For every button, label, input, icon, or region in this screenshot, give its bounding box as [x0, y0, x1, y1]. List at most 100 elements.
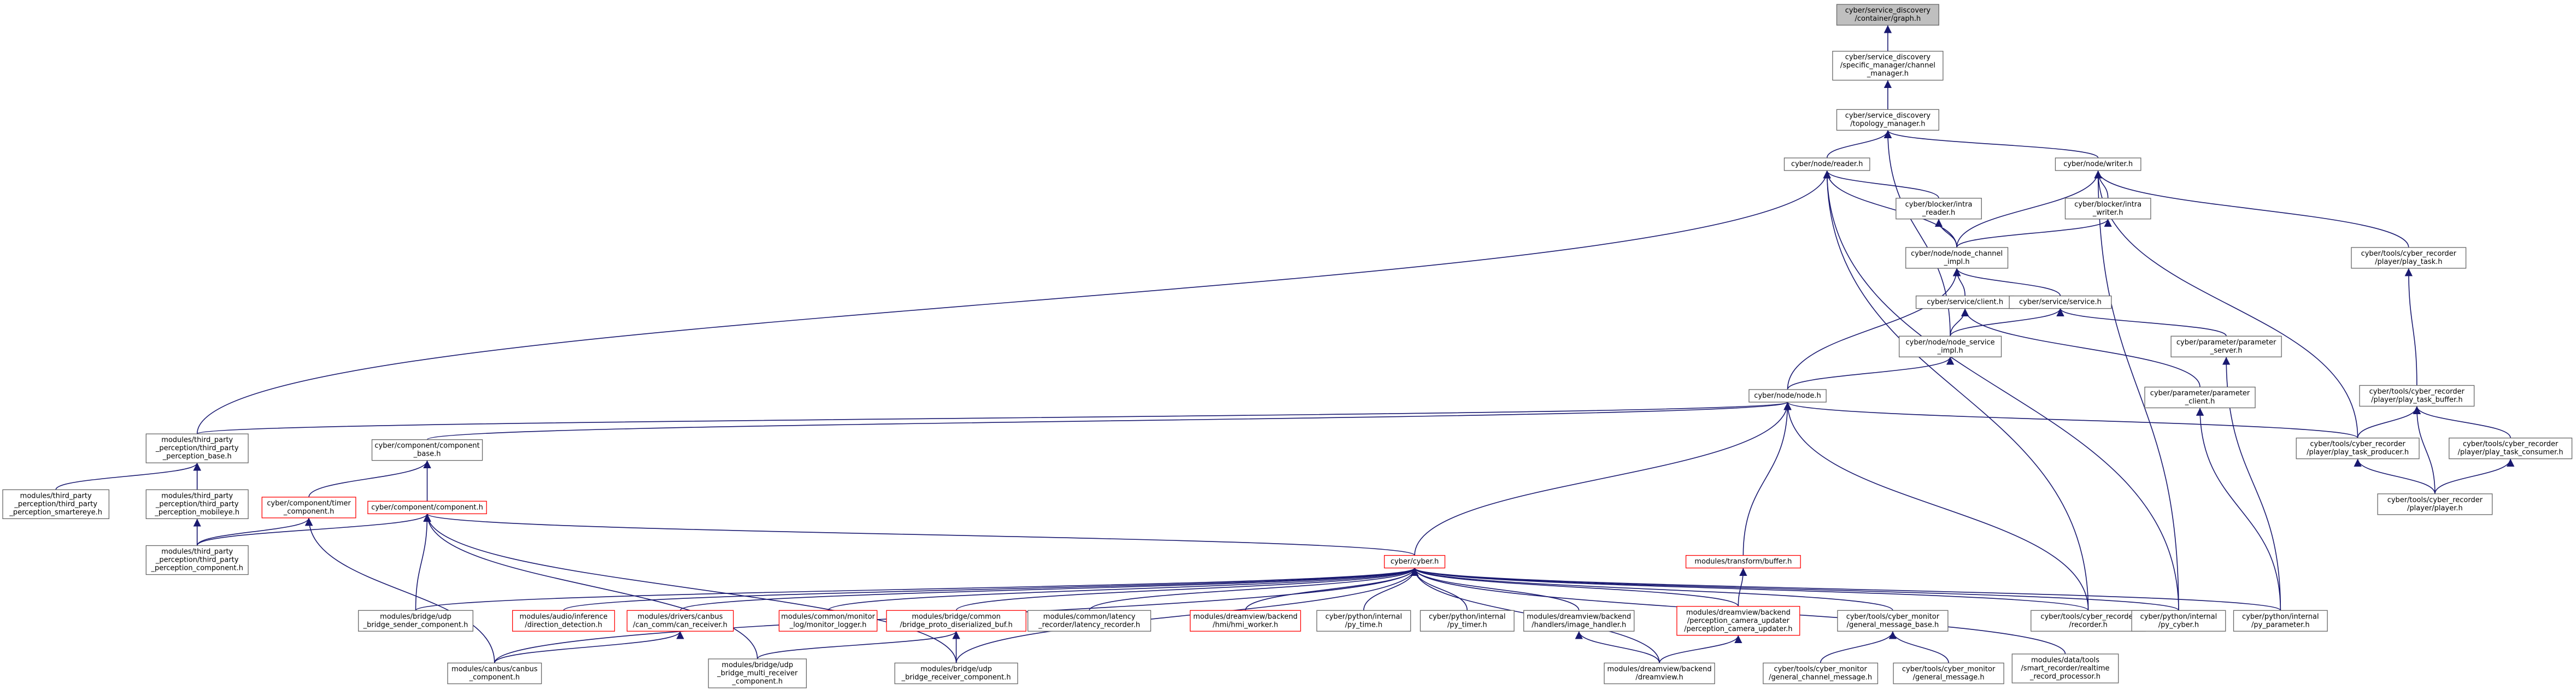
nodes: cyber/service_discovery/container/graph.… [2, 4, 2573, 688]
edge [1575, 631, 1660, 663]
node-label: modules/data/tools [2031, 656, 2099, 664]
node-label: modules/dreamview/backend [1686, 609, 1791, 617]
node-box [708, 658, 807, 688]
edge [2413, 406, 2511, 438]
node-label: /py_parameter.h [2251, 621, 2310, 629]
node: cyber/tools/cyber_recorder/player/play_t… [2359, 385, 2475, 407]
node: modules/bridge/udp_bridge_sender_compone… [358, 610, 473, 632]
edge [1934, 219, 1957, 248]
node-box [2031, 610, 2146, 632]
edge [424, 513, 1415, 556]
node-label: _client.h [2185, 397, 2215, 405]
node-box [894, 662, 1018, 685]
node: modules/common/monitor_log/monitor_logge… [778, 610, 878, 632]
node-label: /player/play_task_producer.h [2307, 449, 2409, 457]
node-label: _base.h [413, 450, 441, 458]
node: cyber/parameter/parameter_server.h [2170, 335, 2282, 357]
node-label: _server.h [2210, 346, 2243, 355]
node-box [1685, 555, 1801, 569]
edge [1823, 170, 1939, 199]
edge [196, 170, 1831, 434]
node-label: modules/bridge/common [912, 612, 1001, 621]
edge [1820, 631, 1897, 663]
edge [1411, 567, 2089, 611]
node-label: /topology_manager.h [1850, 120, 1925, 128]
node: cyber/service_discovery/container/graph.… [1836, 4, 1939, 26]
edge [415, 514, 431, 611]
node-box [371, 439, 483, 461]
node-box [145, 545, 249, 575]
node-label: modules/bridge/udp [920, 665, 992, 673]
edge [423, 514, 957, 663]
edge [1950, 308, 2064, 337]
node: cyber/tools/cyber_recorder/recorder.h [2031, 610, 2146, 632]
node-box [2377, 493, 2493, 515]
node-label: cyber/component/component.h [371, 503, 483, 511]
edge [196, 402, 1791, 434]
node: modules/dreamview/backend/handlers/image… [1523, 610, 1635, 632]
edge [1953, 268, 2061, 296]
node-label: /can_comm/can_receiver.h [633, 621, 727, 629]
edge [1089, 568, 1419, 611]
node-label: _bridge_multi_receiver [717, 669, 798, 678]
node-label: cyber/service/client.h [1927, 298, 2003, 307]
node: cyber/component/component_base.h [371, 439, 483, 461]
edge [2434, 458, 2515, 494]
node-box [2233, 610, 2328, 632]
node-label: _bridge_sender_component.h [363, 621, 468, 629]
node-box [1316, 610, 1411, 632]
node-box [2009, 295, 2112, 309]
node-box [447, 662, 542, 685]
edge [828, 567, 1418, 611]
node: cyber/cyber.h [1384, 555, 1446, 569]
node-label: cyber/service_discovery [1845, 111, 1931, 120]
node-label: _impl.h [1944, 258, 1970, 266]
node: cyber/service_discovery/topology_manager… [1836, 109, 1939, 131]
node-box [2170, 335, 2282, 357]
node-label: _writer.h [2092, 209, 2123, 217]
node: cyber/blocker/intra_reader.h [1896, 198, 1982, 220]
edge [1411, 567, 2281, 611]
edge [423, 514, 758, 659]
node: modules/bridge/udp_bridge_multi_receiver… [708, 658, 807, 688]
node: cyber/node/node.h [1748, 389, 1827, 403]
node: cyber/python/internal/py_cyber.h [2131, 610, 2226, 632]
node: modules/third_party_perception/third_par… [145, 433, 249, 463]
node-label: _perception/third_party [14, 500, 97, 508]
edge [1738, 568, 1747, 606]
node: modules/dreamview/backend/perception_cam… [1676, 606, 1800, 636]
edge [1783, 402, 2358, 439]
node: cyber/service_discovery/specific_manager… [1832, 51, 1944, 81]
edge [415, 567, 1418, 611]
edge [1659, 635, 1742, 663]
node-box [1893, 662, 2004, 685]
edge [1826, 130, 1892, 158]
edge [1823, 170, 2179, 611]
node-label: /py_timer.h [1447, 621, 1487, 629]
node-label: _perception_component.h [150, 564, 243, 573]
node-label: cyber/python/internal [2242, 612, 2319, 621]
node-label: /py_cyber.h [2158, 621, 2199, 629]
edge [55, 462, 201, 490]
node-box [1384, 555, 1446, 569]
node-label: /smart_recorder/realtime [2021, 664, 2110, 673]
node-label: cyber/node/node_channel [1911, 250, 2003, 258]
node: cyber/tools/cyber_monitor/general_messag… [1837, 610, 1949, 632]
node-label: modules/third_party [20, 492, 92, 500]
node-box [145, 433, 249, 463]
node: cyber/python/internal/py_time.h [1316, 610, 1411, 632]
edge [679, 567, 1418, 611]
node-label: modules/third_party [161, 548, 233, 556]
edge [1742, 402, 1792, 556]
node-box [2359, 385, 2475, 407]
node-box [1604, 662, 1715, 685]
edge [563, 567, 1418, 611]
node-label: cyber/tools/cyber_recorder [2310, 440, 2405, 449]
node-label: _perception/third_party [155, 500, 239, 508]
node: cyber/service/service.h [2009, 295, 2112, 309]
node-label: cyber/blocker/intra [1905, 201, 1973, 209]
node-label: /player/play_task_consumer.h [2458, 449, 2563, 457]
node-box [1189, 610, 1301, 632]
node-box [2, 489, 110, 519]
